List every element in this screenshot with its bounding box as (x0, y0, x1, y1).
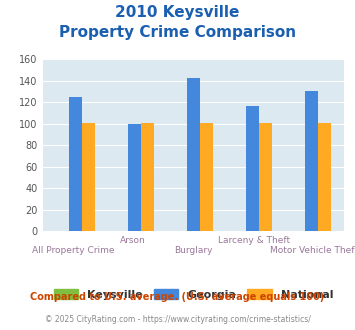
Text: Motor Vehicle Theft: Motor Vehicle Theft (270, 246, 355, 255)
Bar (246, 106, 259, 231)
Bar (69, 97, 82, 231)
Text: Larceny & Theft: Larceny & Theft (218, 236, 290, 245)
Text: Burglary: Burglary (174, 246, 213, 255)
Text: Compared to U.S. average. (U.S. average equals 100): Compared to U.S. average. (U.S. average … (31, 292, 324, 302)
Text: All Property Crime: All Property Crime (32, 246, 114, 255)
Bar (305, 90, 318, 231)
Bar (318, 123, 331, 231)
Text: © 2025 CityRating.com - https://www.cityrating.com/crime-statistics/: © 2025 CityRating.com - https://www.city… (45, 315, 310, 324)
Legend: Keysville, Georgia, National: Keysville, Georgia, National (49, 284, 338, 304)
Text: Arson: Arson (120, 236, 146, 245)
Bar (187, 78, 200, 231)
Bar (200, 123, 213, 231)
Text: Property Crime Comparison: Property Crime Comparison (59, 25, 296, 40)
Bar (128, 124, 141, 231)
Bar (259, 123, 272, 231)
Bar (141, 123, 154, 231)
Bar (82, 123, 95, 231)
Text: 2010 Keysville: 2010 Keysville (115, 5, 240, 20)
